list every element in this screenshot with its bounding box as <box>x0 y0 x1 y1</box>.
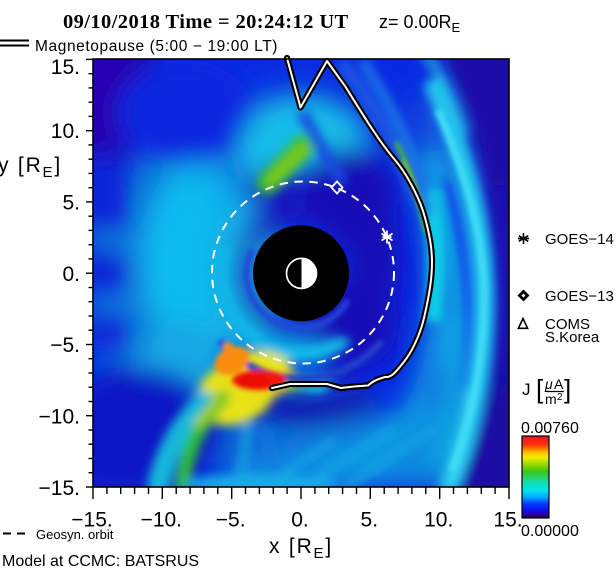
svg-text:y [RE]: y [RE] <box>0 154 62 181</box>
svg-text:2: 2 <box>557 392 563 403</box>
svg-text:Magnetopause (5:00 − 19:00 LT): Magnetopause (5:00 − 19:00 LT) <box>35 38 278 55</box>
svg-text:09/10/2018 Time = 20:24:12 UT: 09/10/2018 Time = 20:24:12 UT <box>63 11 349 33</box>
svg-text:μ: μ <box>544 376 553 392</box>
svg-text:−15.: −15. <box>39 477 80 500</box>
svg-text:0.00760: 0.00760 <box>521 420 579 437</box>
svg-text:m: m <box>545 391 557 407</box>
svg-text:10.: 10. <box>51 120 80 143</box>
svg-text:]: ] <box>564 374 571 404</box>
svg-text:5.: 5. <box>62 192 80 215</box>
svg-text:−5.: −5. <box>50 334 80 357</box>
svg-text:15.: 15. <box>51 56 80 79</box>
svg-text:Model at CCMC: BATSRUS: Model at CCMC: BATSRUS <box>2 553 199 570</box>
svg-text:S.Korea: S.Korea <box>545 329 600 346</box>
svg-text:0.: 0. <box>291 509 309 532</box>
svg-text:0.: 0. <box>62 263 80 286</box>
svg-text:J: J <box>522 380 531 399</box>
svg-text:−10.: −10. <box>141 509 182 532</box>
svg-text:GOES−13: GOES−13 <box>545 288 614 305</box>
svg-text:Geosyn. orbit: Geosyn. orbit <box>36 527 114 542</box>
svg-text:−10.: −10. <box>39 406 80 429</box>
svg-text:−5.: −5. <box>216 509 246 532</box>
svg-text:COMS: COMS <box>545 316 590 333</box>
svg-text:0.00000: 0.00000 <box>521 523 579 540</box>
svg-text:15.: 15. <box>493 509 522 532</box>
svg-text:5.: 5. <box>361 509 379 532</box>
svg-text:−15.: −15. <box>71 509 112 532</box>
svg-text:z= 0.00RE: z= 0.00RE <box>379 12 461 35</box>
svg-text:x [RE]: x [RE] <box>269 535 333 562</box>
svg-text:[: [ <box>536 374 544 404</box>
svg-text:A: A <box>554 376 564 392</box>
svg-text:10.: 10. <box>424 509 453 532</box>
svg-text:GOES−14: GOES−14 <box>545 231 614 248</box>
